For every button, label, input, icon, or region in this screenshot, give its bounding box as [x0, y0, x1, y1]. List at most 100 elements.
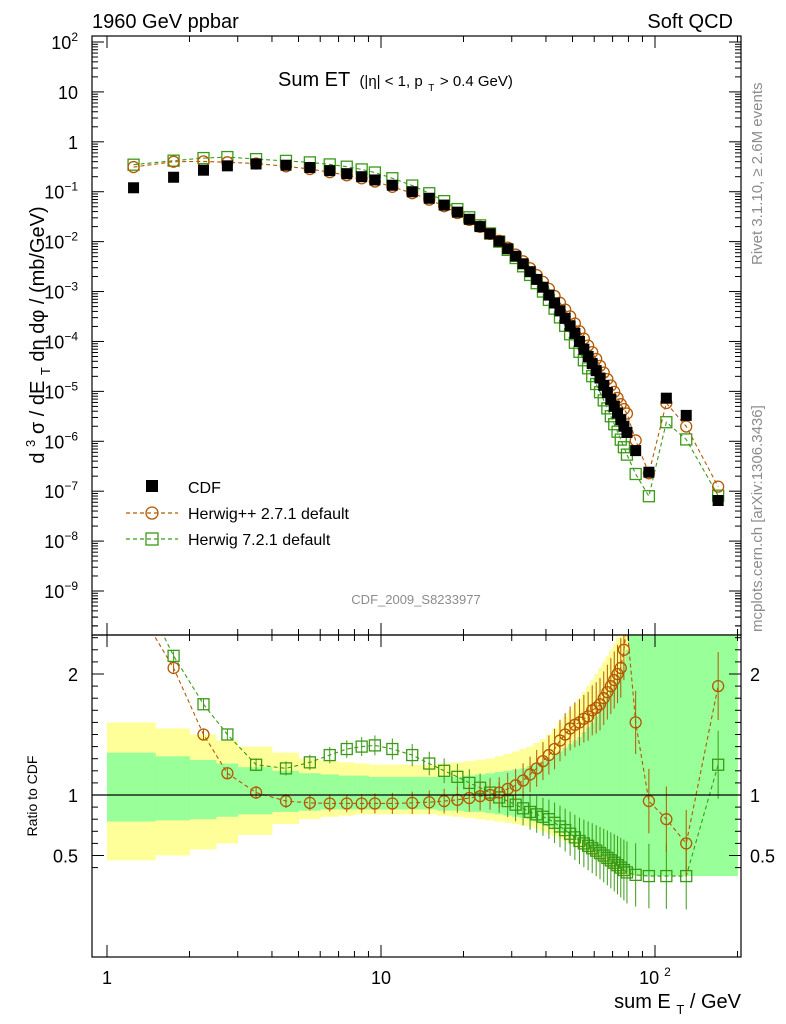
herwig7-ratio-point [577, 837, 591, 850]
main-ylabel-c: σ / dE [27, 381, 49, 434]
main-y-tick-label-exp: 2 [71, 30, 78, 44]
herwig7-ratio-point [530, 808, 543, 821]
herwig7-ratio-point [303, 756, 317, 769]
legend-herwigpp-marker [145, 506, 159, 520]
cdf-data-point [680, 409, 692, 421]
herwig7-ratio-point [323, 748, 336, 762]
main-y-tick-label: 10−9 [44, 579, 78, 602]
band-inner [107, 752, 156, 822]
herwigpp-ratio-point [368, 797, 382, 810]
x-tick-label-100: 10 2 [639, 965, 671, 988]
herwigpp-ratio-point [355, 797, 368, 810]
main-y-tick-label-exp: −2 [64, 230, 78, 244]
cdf-data-point [502, 243, 514, 255]
main-y-tick-label-base: 10 [58, 83, 78, 103]
herwigpp-ratio-point [660, 813, 673, 826]
chart-title: Sum ET (|η| < 1, p T > 0.4 GeV) [278, 69, 513, 96]
x-tick-label-100-exp: 2 [664, 965, 671, 979]
band-inner [237, 767, 273, 815]
herwig7-ratio-point [597, 849, 610, 862]
herwigpp-ratio-point [711, 679, 725, 693]
main-y-tick-label: 10−8 [44, 529, 78, 552]
main-y-tick-label-base: 10 [44, 332, 64, 352]
cdf-data-point [590, 365, 602, 377]
cdf-data-point [559, 312, 571, 324]
cdf-data-point [324, 165, 336, 177]
main-y-tick-label-base: 10 [51, 33, 71, 53]
main-y-tick-label-base: 1 [68, 133, 78, 153]
herwigpp-ratio-point [680, 837, 693, 850]
band-inner [625, 649, 629, 873]
herwigpp-ratio-point [604, 679, 617, 693]
cdf-data-point [356, 171, 368, 183]
main-y-tick-label: 102 [51, 30, 78, 53]
cdf-data-point [712, 495, 724, 507]
herwig7-ratio-point [221, 728, 234, 741]
band-inner [615, 680, 620, 866]
main-ylabel-e: dη dφ / (mb/GeV) [27, 206, 49, 361]
cdf-data-point [221, 160, 233, 172]
ratio-uncertainty-bands [107, 635, 738, 877]
herwig7-ratio-point [660, 869, 673, 883]
herwig7-ratio-point [340, 742, 353, 756]
herwigpp-main-point [167, 155, 180, 168]
cdf-data-point [660, 392, 672, 404]
main-ylabel: d 3 σ / dE T dη dφ / (mb/GeV) [18, 206, 55, 463]
band-inner [271, 770, 299, 812]
herwig7-ratio-point [593, 846, 607, 860]
main-y-tick-label-exp: −6 [64, 429, 78, 443]
analysis-id: CDF_2009_S8233977 [351, 592, 480, 607]
legend-cdf-label: CDF [188, 480, 221, 497]
x-axis-title: sum E T / GeV [614, 991, 742, 1019]
xlabel-b: T [676, 1002, 684, 1017]
herwigpp-ratio-point [516, 774, 530, 787]
herwigpp-ratio-point [573, 716, 586, 729]
herwig7-ratio-point [406, 748, 419, 762]
herwigpp-ratio-point [340, 797, 353, 810]
ratio-y-tick-label: 1 [68, 786, 78, 806]
ratio-y-tick-label: 2 [68, 665, 78, 685]
herwig7-main-point [660, 416, 673, 429]
herwigpp-ratio-point [590, 701, 603, 715]
cdf-data-point [618, 420, 630, 432]
watermark-rivet: Rivet 3.1.10, ≥ 2.6M events [749, 83, 766, 266]
herwig7-ratio-point [620, 866, 634, 879]
cdf-data-point [594, 372, 606, 384]
band-inner [539, 761, 547, 825]
herwigpp-ratio-point [221, 767, 234, 780]
herwig7-main-point [680, 433, 693, 446]
main-panel: 10210110−110−210−310−410−510−610−710−810… [18, 30, 742, 636]
chart-title-sub-t: T [428, 83, 434, 94]
band-inner [557, 751, 563, 832]
herwigpp-ratio-point [249, 786, 263, 799]
band-inner [598, 710, 603, 854]
herwigpp-ratio-point [601, 686, 614, 699]
herwigpp-ratio-line [153, 635, 719, 845]
cdf-data-point [605, 393, 617, 405]
ratio-y-tick-label-right: 1 [750, 786, 760, 806]
herwig7-ratio-point [608, 856, 621, 869]
herwig7-main-point [197, 151, 210, 165]
herwigpp-ratio-point [617, 643, 631, 656]
band-inner [545, 758, 553, 827]
herwig7-ratio-point [614, 861, 627, 874]
ratio-y-tick-label: 0.5 [53, 847, 78, 867]
main-y-tick-label: 1 [68, 133, 78, 153]
cdf-data-point [608, 400, 620, 412]
main-ylabel-a: d [27, 453, 49, 464]
herwigpp-ratio-point [608, 673, 621, 687]
main-y-tick-label-exp: −1 [64, 180, 78, 194]
cdf-data-point [451, 206, 463, 218]
watermark-mcplots: mcplots.cern.ch [arXiv:1306.3436] [749, 405, 766, 632]
band-inner [354, 775, 369, 810]
band-inner [338, 775, 355, 810]
band-inner [189, 759, 217, 820]
main-y-tick-label-exp: −9 [64, 579, 78, 593]
ratio-y-tick-label-right: 2 [750, 665, 760, 685]
herwigpp-ratio-point [593, 698, 607, 711]
band-inner [590, 722, 595, 849]
band-inner [155, 756, 190, 821]
main-y-tick-label: 10−7 [44, 479, 78, 502]
ratio-ticks: 0.5 0.5 1 1 2 2 [53, 635, 775, 957]
